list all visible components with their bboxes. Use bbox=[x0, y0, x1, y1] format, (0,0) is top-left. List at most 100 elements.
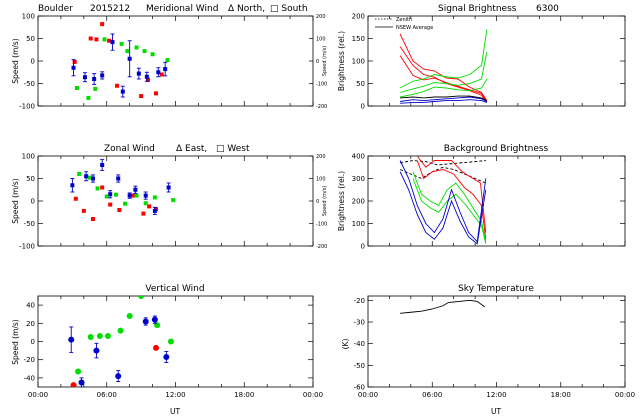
x-tick-label: 18:00 bbox=[234, 391, 254, 399]
x-tick-label: 00:00 bbox=[28, 391, 48, 399]
x-tick-label: 18:00 bbox=[551, 391, 571, 399]
south-point bbox=[119, 41, 124, 46]
mean-series-line bbox=[399, 160, 487, 243]
south-point bbox=[77, 172, 82, 176]
x-tick-label: 12:00 bbox=[165, 391, 185, 399]
north-series-line bbox=[399, 33, 488, 101]
south-point bbox=[125, 49, 130, 54]
plot-frame bbox=[367, 155, 626, 247]
mean-series-line bbox=[400, 96, 488, 102]
south-point bbox=[93, 86, 98, 91]
y-tick-label: 200 bbox=[352, 13, 365, 21]
south-point bbox=[126, 313, 133, 320]
north-point bbox=[81, 208, 86, 213]
y-tick-label: -40 bbox=[24, 374, 35, 382]
plot-area bbox=[400, 299, 485, 314]
south-point bbox=[150, 52, 155, 57]
mean-point bbox=[156, 70, 161, 75]
signal-brightness-panel: Signal Brightness 6300 Brightness (rel.)… bbox=[337, 4, 626, 111]
meridional-wind-panel: Boulder 2015212 Meridional Wind Δ North,… bbox=[11, 4, 328, 111]
south-series-line bbox=[400, 51, 488, 93]
south-point bbox=[86, 95, 91, 100]
plot-frame bbox=[37, 15, 314, 107]
south-point bbox=[87, 333, 94, 340]
y-tick-label: 0 bbox=[31, 198, 35, 206]
sky-temperature-panel: Sky Temperature (K) UT 00:00 06:00 12:00 18… bbox=[341, 284, 635, 416]
mean-point bbox=[142, 318, 149, 325]
south-point bbox=[123, 201, 128, 206]
zonal-wind-panel: Zonal Wind Δ East, □ West Speed (m/s) Sp… bbox=[11, 144, 328, 251]
y-tick-label: 100 bbox=[352, 220, 365, 228]
north-point bbox=[91, 217, 95, 221]
mean-series-line bbox=[399, 171, 487, 245]
signal-title: Signal Brightness bbox=[438, 4, 517, 14]
y-tick-label: -50 bbox=[24, 220, 35, 228]
north-point bbox=[146, 77, 150, 82]
x-tick-label: 00:00 bbox=[358, 391, 378, 399]
west-marker-label: □ West bbox=[216, 144, 250, 154]
south-point bbox=[134, 45, 139, 50]
south-point bbox=[75, 368, 82, 375]
south-point bbox=[152, 195, 157, 200]
y-tick-label: 50 bbox=[26, 35, 35, 43]
wavelength-label: 6300 bbox=[536, 4, 559, 14]
x-tick-label: 06:00 bbox=[97, 391, 117, 399]
y-tick-label: -20 bbox=[24, 356, 35, 364]
mean-point bbox=[151, 316, 158, 323]
north-point bbox=[131, 193, 136, 198]
south-point bbox=[165, 58, 170, 63]
east-marker-label: Δ East, bbox=[176, 144, 207, 154]
plot-area bbox=[399, 156, 487, 245]
mean-point bbox=[70, 183, 75, 188]
north-point bbox=[72, 59, 77, 64]
mean-point bbox=[144, 74, 149, 79]
south-series-line bbox=[400, 78, 488, 98]
y-tick-label: -30 bbox=[354, 319, 365, 327]
y-tick-label: 200 bbox=[352, 198, 365, 206]
vertical-wind-panel: Vertical Wind Speed (m/s) UT 00:00 06:00 1… bbox=[11, 284, 323, 416]
north-point bbox=[153, 344, 160, 351]
y-tick-label: -60 bbox=[354, 384, 365, 392]
south-point bbox=[104, 194, 109, 199]
mean-point bbox=[166, 185, 171, 190]
y-tick-label: -50 bbox=[24, 80, 35, 88]
north-point bbox=[154, 91, 159, 96]
mean-point bbox=[163, 353, 170, 360]
mean-point bbox=[100, 163, 105, 167]
signal-brightness-title: Signal Brightness 6300 bbox=[438, 4, 559, 14]
y-tick-label: 0 bbox=[361, 243, 365, 251]
south-point bbox=[95, 186, 100, 191]
south-marker-label: □ South bbox=[270, 4, 308, 14]
south-point bbox=[143, 201, 148, 206]
mean-point bbox=[68, 336, 75, 343]
mean-point bbox=[133, 187, 138, 192]
mean-point bbox=[120, 89, 125, 94]
meridional-title: Meridional Wind bbox=[146, 4, 218, 14]
north-point bbox=[141, 211, 146, 216]
y-axis-label: Speed (m/s) bbox=[11, 319, 20, 365]
plot-area bbox=[71, 22, 170, 100]
legend: Zenith NSEW Average bbox=[375, 17, 433, 31]
mean-point bbox=[116, 176, 121, 181]
plot-frame bbox=[367, 295, 626, 388]
x-tick-label: 12:00 bbox=[486, 391, 506, 399]
mean-point bbox=[163, 67, 168, 72]
plot-area bbox=[70, 159, 176, 221]
north-point bbox=[100, 22, 105, 27]
y2-tick-label: -200 bbox=[316, 244, 327, 250]
x-axis-label: UT bbox=[170, 407, 180, 416]
zonal-wind-title: Zonal Wind Δ East, □ West bbox=[104, 144, 250, 154]
legend-nsew: NSEW Average bbox=[396, 25, 433, 31]
y2-tick-label: -100 bbox=[316, 222, 327, 228]
north-point bbox=[100, 185, 105, 190]
y-tick-label: 100 bbox=[352, 58, 365, 66]
north-point bbox=[139, 94, 144, 99]
mean-point bbox=[143, 193, 148, 198]
mean-point bbox=[78, 379, 85, 386]
legend-zenith: Zenith bbox=[396, 17, 412, 23]
y2-axis-label: Speed (m/s) bbox=[322, 186, 328, 216]
y-axis-label: (K) bbox=[341, 339, 350, 350]
y-tick-label: 0 bbox=[31, 338, 35, 346]
y-tick-label: -20 bbox=[354, 297, 365, 305]
y2-tick-label: 0 bbox=[316, 199, 319, 205]
